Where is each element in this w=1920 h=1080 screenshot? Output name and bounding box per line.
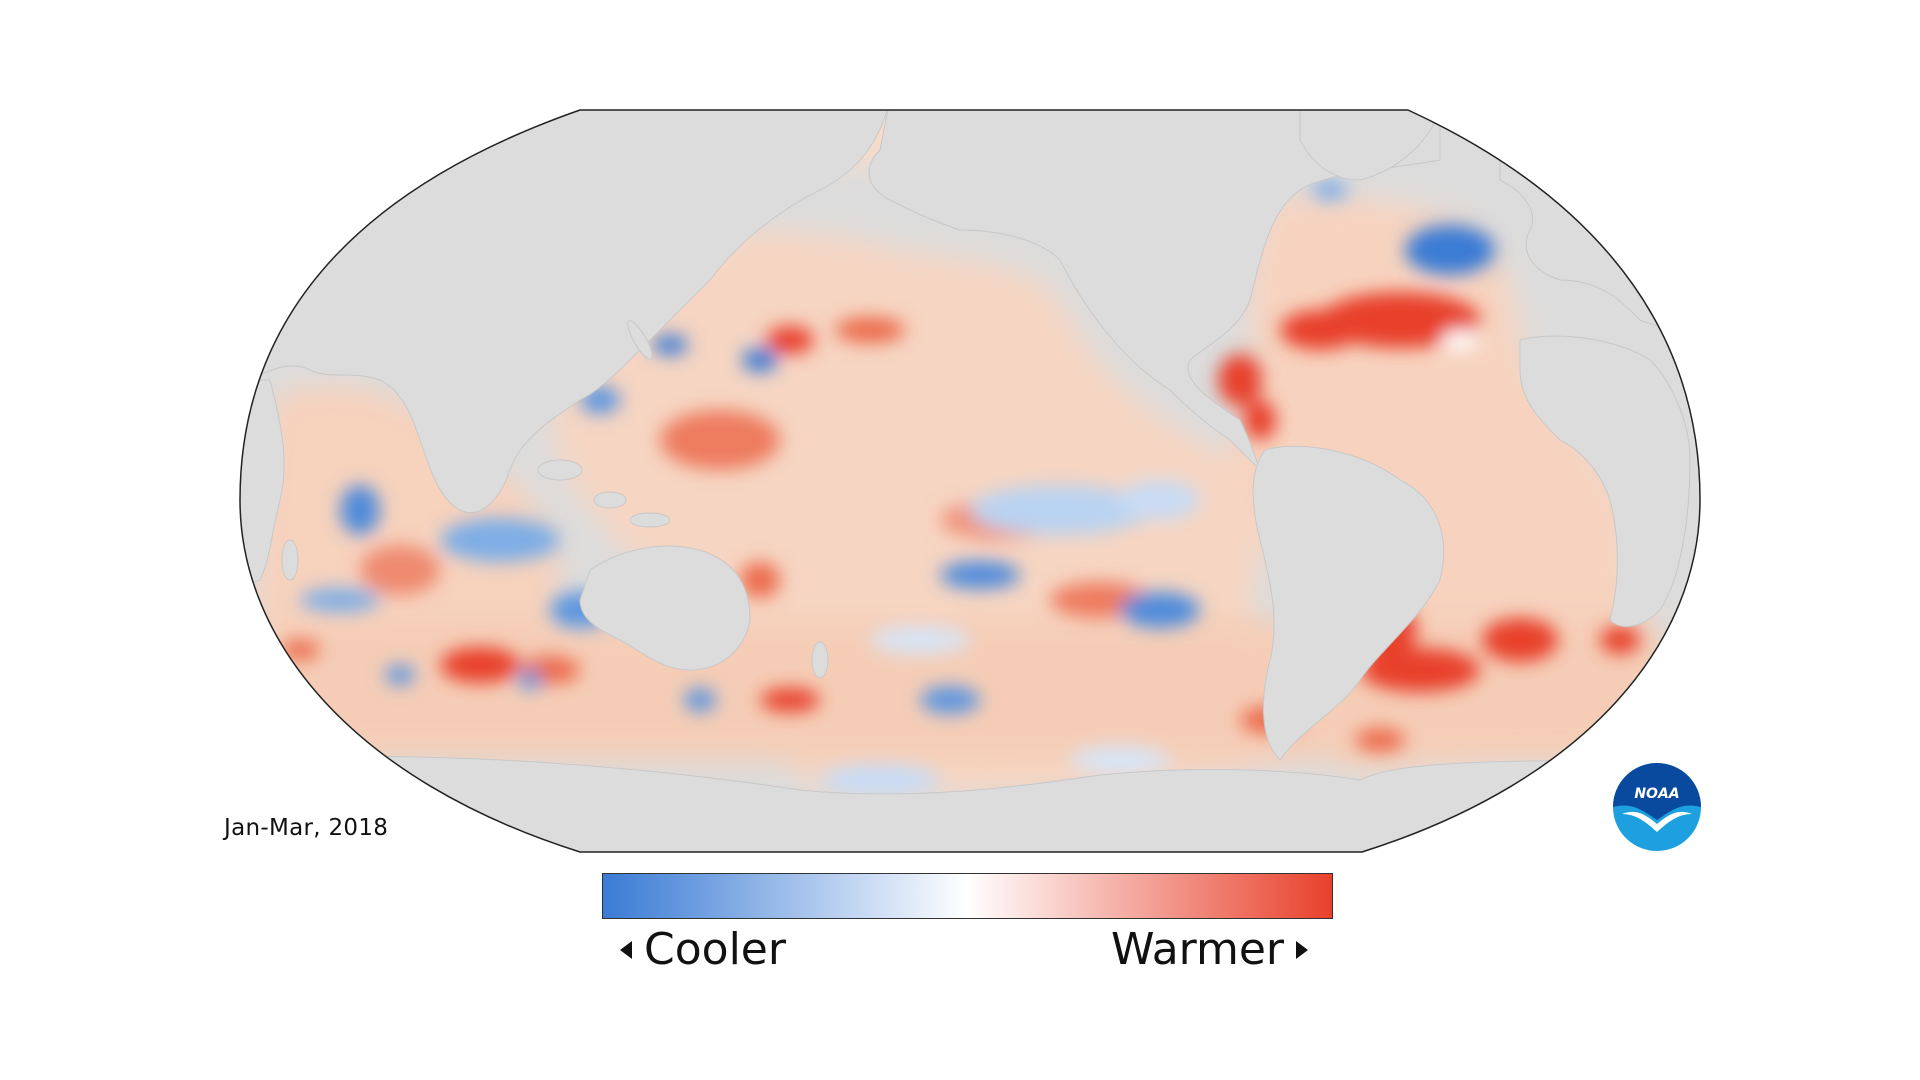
africa-west [240, 379, 285, 601]
legend-warmer: Warmer [1111, 924, 1308, 975]
island [537, 459, 583, 481]
left-arrow-icon [620, 940, 632, 959]
antarctica [240, 755, 1700, 852]
logo-top [1613, 763, 1701, 820]
new-zealand [811, 641, 829, 679]
right-arrow-icon [1296, 940, 1308, 959]
period-label: Jan-Mar, 2018 [224, 815, 389, 841]
logo-text: NOAA [1634, 786, 1679, 802]
south-america [1252, 445, 1445, 761]
warmer-label: Warmer [1111, 924, 1284, 975]
logo-bird [1622, 811, 1692, 832]
island [629, 512, 671, 528]
globe-outline [239, 109, 1701, 853]
globe-content [240, 110, 1700, 852]
greenland [1299, 110, 1441, 181]
australia [579, 545, 751, 671]
noaa-logo-icon: NOAA [1613, 763, 1701, 851]
legend-cooler: Cooler [620, 924, 786, 975]
cooler-label: Cooler [644, 924, 786, 975]
island [593, 491, 627, 509]
color-scale-bar [602, 873, 1333, 919]
africa-east [1519, 335, 1691, 628]
madagascar [281, 539, 299, 581]
japan [627, 320, 653, 360]
